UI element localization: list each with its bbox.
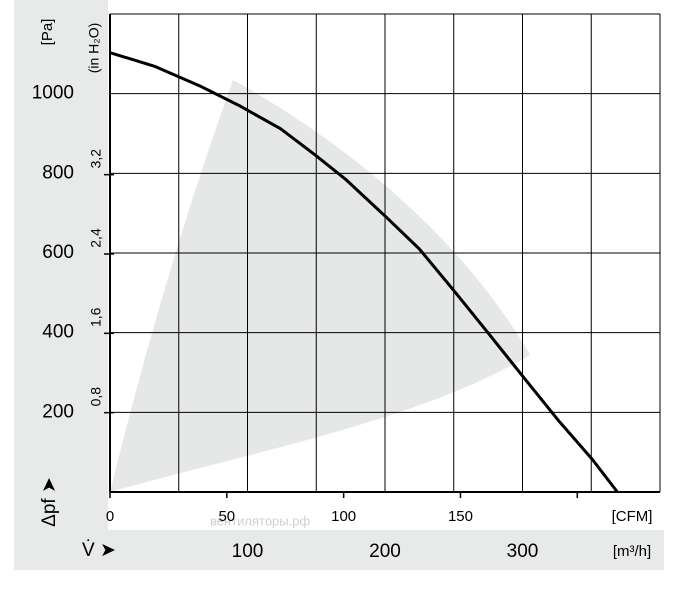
operating-region <box>110 80 530 492</box>
y-tick-label: 200 <box>42 401 74 422</box>
y2-tick-label: 3,2 <box>88 149 104 169</box>
x2-unit: [CFM] <box>612 508 653 525</box>
y-tick-label: 1000 <box>32 83 74 104</box>
bottom-band <box>14 530 664 570</box>
y-tick-label: 400 <box>42 322 74 343</box>
x-tick-label: 300 <box>507 541 539 562</box>
y2-tick-label: 0,8 <box>88 387 104 407</box>
x-tick-label: 200 <box>369 541 401 562</box>
y-unit: [Pa] <box>39 19 56 46</box>
y-tick-label: 600 <box>42 242 74 263</box>
x-unit: [m³/h] <box>613 543 651 560</box>
x2-tick-label: 100 <box>331 508 356 525</box>
left-band <box>14 0 108 570</box>
curve <box>109 51 619 493</box>
x2-tick-label: 150 <box>448 508 473 525</box>
watermark: вентиляторы.рф <box>210 513 310 528</box>
x-symbol: V̇ ➤ <box>82 540 116 561</box>
y2-tick-label: 1,6 <box>88 307 104 327</box>
y2-unit: (in H₂O) <box>86 23 102 74</box>
y2-tick-label: 2,4 <box>88 228 104 248</box>
x-tick-label: 100 <box>232 541 264 562</box>
y-tick-label: 800 <box>42 162 74 183</box>
y-symbol: Δpf ➤ <box>39 477 60 527</box>
x2-tick-label: 0 <box>106 508 114 525</box>
x2-tick-label: 50 <box>218 508 235 525</box>
